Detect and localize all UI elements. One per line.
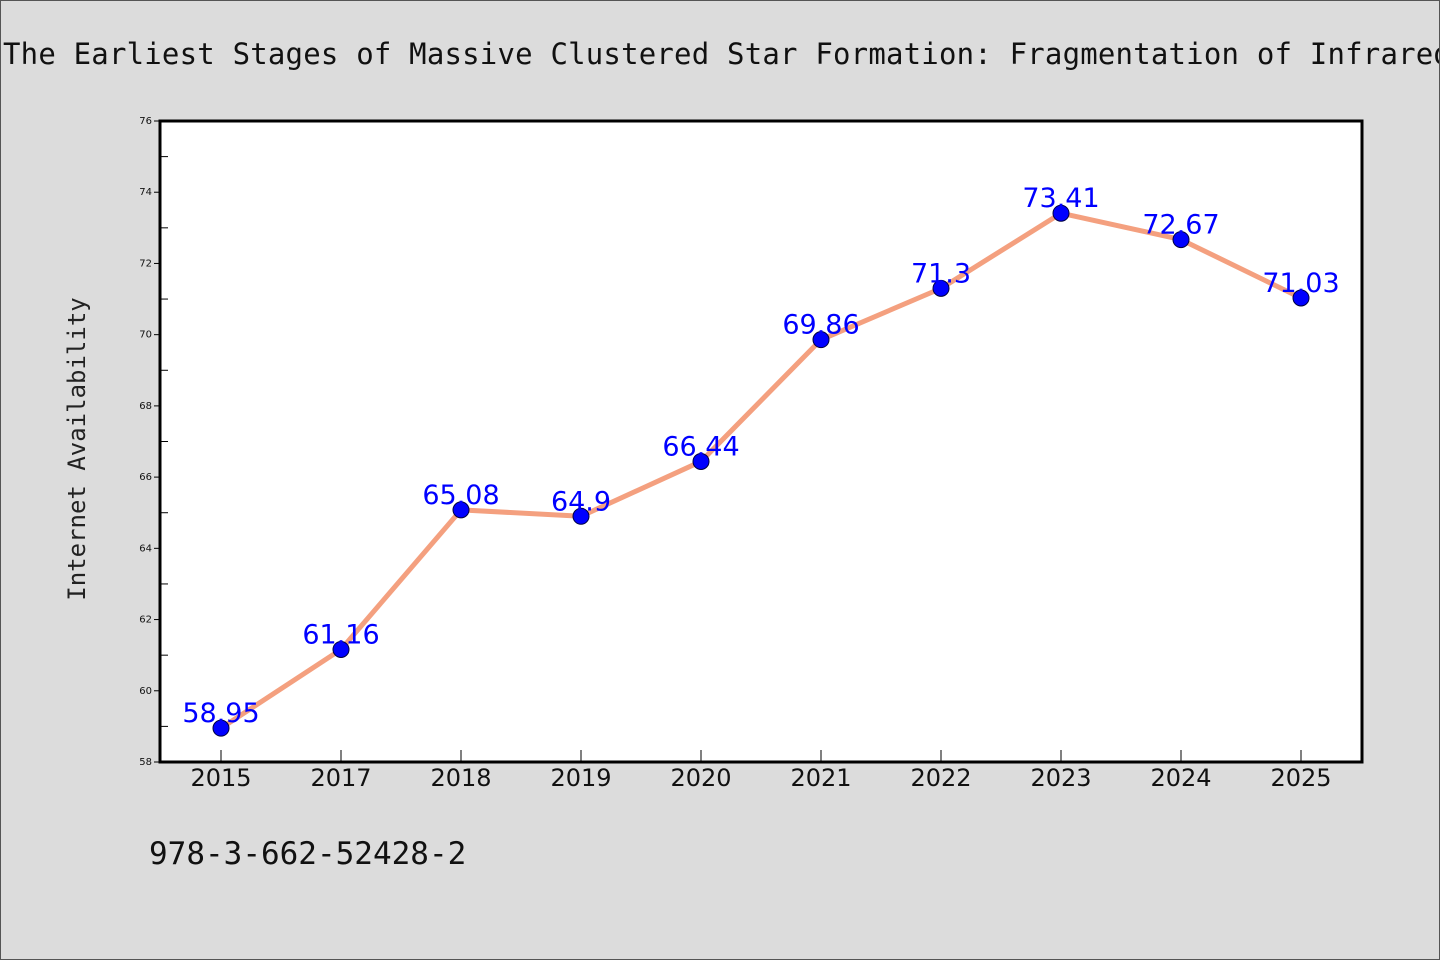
series-line — [218, 210, 1304, 731]
y-tick-label: 60 — [139, 686, 152, 697]
data-point — [572, 507, 590, 525]
data-label: 65.08 — [422, 480, 499, 511]
data-point — [692, 452, 710, 470]
y-tick-label: 64 — [139, 543, 152, 554]
x-tick-label: 2018 — [430, 764, 491, 792]
data-label: 71.3 — [911, 258, 971, 289]
data-point — [932, 279, 950, 297]
data-label: 66.44 — [662, 431, 739, 462]
isbn-text: 978-3-662-52428-2 — [149, 836, 467, 872]
plot-area — [160, 121, 1362, 762]
data-label: 71.03 — [1262, 268, 1339, 299]
x-tick-label: 2021 — [790, 764, 851, 792]
x-tick-label: 2024 — [1150, 764, 1211, 792]
y-tick-label: 58 — [139, 757, 152, 768]
x-tick-label: 2022 — [910, 764, 971, 792]
y-tick-label: 68 — [139, 401, 152, 412]
data-label: 61.16 — [302, 619, 379, 650]
data-label: 72.67 — [1142, 210, 1219, 241]
chart-title: The Earliest Stages of Massive Clustered… — [3, 37, 1440, 71]
data-point — [1172, 231, 1190, 249]
data-label: 64.9 — [551, 486, 611, 517]
data-point — [332, 640, 350, 658]
y-tick-label: 72 — [139, 258, 152, 269]
data-point — [452, 501, 470, 519]
x-tick-label: 2017 — [310, 764, 371, 792]
y-axis-label: Internet Availability — [63, 297, 91, 600]
y-tick-label: 66 — [139, 472, 152, 483]
y-tick-label: 76 — [139, 116, 152, 127]
data-point — [212, 719, 230, 737]
y-tick-label: 74 — [139, 187, 152, 198]
data-point — [1052, 204, 1070, 222]
x-tick-label: 2015 — [190, 764, 251, 792]
y-tick-label: 70 — [139, 330, 152, 341]
x-tick-label: 2019 — [550, 764, 611, 792]
data-label: 73.41 — [1022, 183, 1099, 214]
x-tick-label: 2020 — [670, 764, 731, 792]
x-tick-label: 2023 — [1030, 764, 1091, 792]
data-point — [812, 331, 830, 349]
data-label: 58.95 — [182, 698, 259, 729]
x-tick-label: 2025 — [1270, 764, 1331, 792]
data-point — [1292, 289, 1310, 307]
data-label: 69.86 — [782, 310, 859, 341]
y-tick-label: 62 — [139, 615, 152, 626]
